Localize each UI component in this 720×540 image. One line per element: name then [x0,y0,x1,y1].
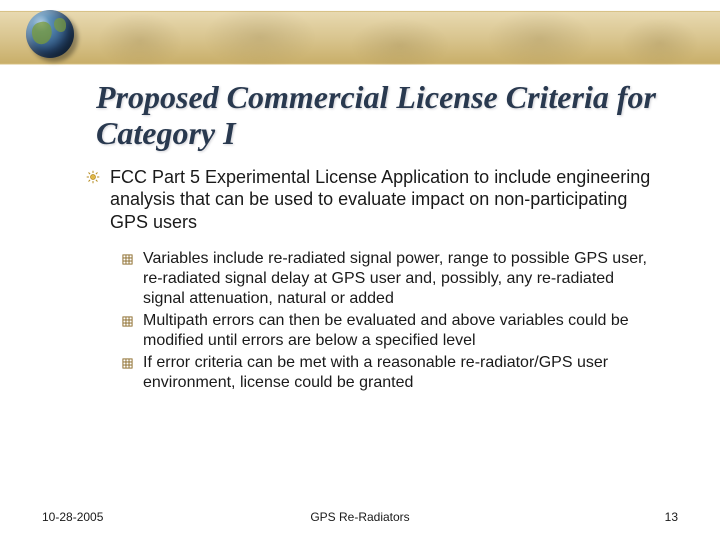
footer-title: GPS Re-Radiators [310,510,409,524]
slide-title: Proposed Commercial License Criteria for… [96,80,656,152]
sub-bullet-list: Variables include re-radiated signal pow… [122,249,660,393]
content-area: FCC Part 5 Experimental License Applicat… [0,152,720,394]
grid-bullet-icon [122,254,133,265]
bullet-level2: Multipath errors can then be evaluated a… [122,311,660,351]
world-map-texture [0,11,720,65]
globe-icon [26,10,74,58]
bullet-level2-text: Multipath errors can then be evaluated a… [143,311,660,351]
footer-page-number: 13 [665,510,678,524]
slide-footer: 10-28-2005 GPS Re-Radiators 13 [0,510,720,524]
grid-bullet-icon [122,358,133,369]
footer-date: 10-28-2005 [42,510,103,524]
grid-bullet-icon [122,316,133,327]
bullet-level1: FCC Part 5 Experimental License Applicat… [86,166,660,234]
bullet-level2-text: Variables include re-radiated signal pow… [143,249,660,309]
bullet-level1-text: FCC Part 5 Experimental License Applicat… [110,166,660,234]
bullet-level2: If error criteria can be met with a reas… [122,353,660,393]
bullet-level2-text: If error criteria can be met with a reas… [143,353,660,393]
sun-bullet-icon [86,170,100,184]
header-band [0,0,720,76]
bullet-level2: Variables include re-radiated signal pow… [122,249,660,309]
